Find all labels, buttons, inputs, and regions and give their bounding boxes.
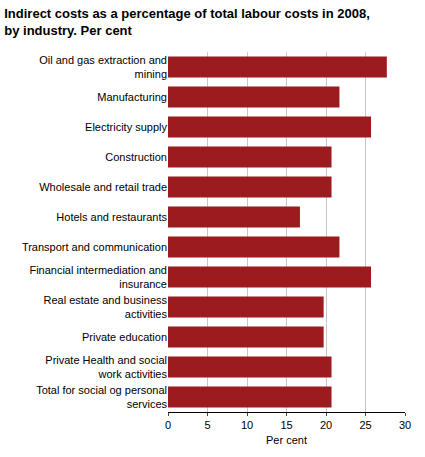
svg-text:Construction: Construction xyxy=(105,151,167,163)
svg-text:Hotels and restaurants: Hotels and restaurants xyxy=(56,211,167,223)
svg-text:15: 15 xyxy=(280,419,292,431)
svg-text:10: 10 xyxy=(241,419,253,431)
svg-text:0: 0 xyxy=(165,419,171,431)
svg-text:25: 25 xyxy=(359,419,371,431)
svg-text:5: 5 xyxy=(204,419,210,431)
svg-text:Transport and communication: Transport and communication xyxy=(22,241,167,253)
svg-text:Total for social og personalse: Total for social og personalservices xyxy=(36,384,167,410)
svg-text:Indirect costs as a percentage: Indirect costs as a percentage of total … xyxy=(4,6,370,38)
svg-text:Manufacturing: Manufacturing xyxy=(97,91,167,103)
svg-text:Financial intermediation andin: Financial intermediation andinsurance xyxy=(29,264,167,290)
svg-text:Electricity supply: Electricity supply xyxy=(85,121,167,133)
svg-text:Private education: Private education xyxy=(82,331,167,343)
svg-text:Per cent: Per cent xyxy=(266,434,307,446)
svg-text:Private Health and socialwork: Private Health and socialwork activities xyxy=(45,354,167,380)
svg-text:Real estate and businessactivi: Real estate and businessactivities xyxy=(43,294,167,320)
svg-text:Wholesale and retail trade: Wholesale and retail trade xyxy=(39,181,167,193)
svg-text:30: 30 xyxy=(399,419,411,431)
svg-text:Oil and gas extraction andmini: Oil and gas extraction andmining xyxy=(39,54,167,80)
svg-text:20: 20 xyxy=(320,419,332,431)
